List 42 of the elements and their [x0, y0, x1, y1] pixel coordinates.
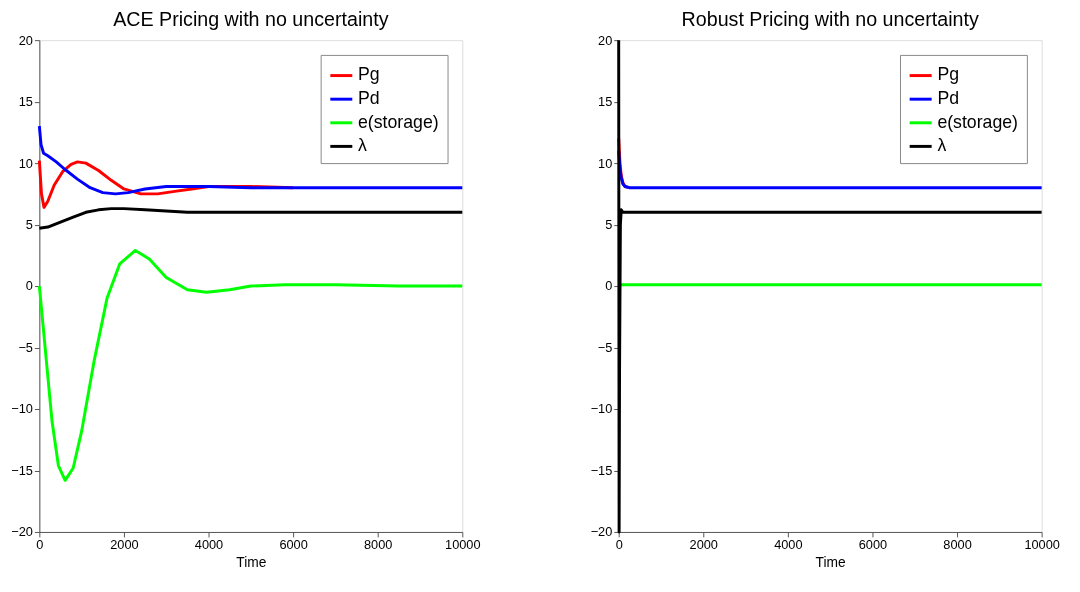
x-tick-label: 4000 [194, 537, 224, 553]
legend-label: λ [937, 135, 947, 156]
x-tick-label: 0 [36, 537, 44, 553]
chart-title: Robust Pricing with no uncertainty [681, 8, 979, 31]
y-tick-label: −20 [11, 524, 33, 540]
y-tick-label: 15 [18, 94, 33, 110]
y-tick-label: 10 [598, 155, 613, 171]
legend-label: e(storage) [937, 111, 1018, 132]
x-tick-label: 8000 [943, 537, 972, 553]
x-tick-label: 0 [615, 537, 623, 553]
x-tick-label: 2000 [689, 537, 718, 553]
y-tick-label: 5 [25, 217, 33, 233]
y-tick-label: −10 [590, 401, 613, 417]
y-tick-label: 0 [605, 278, 613, 294]
x-tick-label: 8000 [363, 537, 393, 553]
chart-title: ACE Pricing with no uncertainty [113, 8, 389, 31]
y-tick-label: 10 [18, 155, 33, 171]
x-axis-title: Time [236, 554, 267, 570]
legend-label: Pd [358, 88, 380, 109]
y-tick-label: −5 [18, 339, 33, 355]
y-tick-label: −10 [11, 401, 33, 417]
y-tick-label: 15 [598, 94, 613, 110]
y-tick-label: 20 [18, 32, 33, 48]
legend-label: Pd [937, 88, 960, 109]
x-tick-label: 6000 [279, 537, 308, 553]
y-tick-label: 5 [605, 217, 613, 233]
y-tick-label: −15 [11, 462, 33, 478]
legend-label: λ [358, 135, 368, 156]
y-tick-label: −20 [590, 524, 613, 540]
x-tick-label: 2000 [110, 537, 139, 553]
y-tick-label: 0 [25, 278, 33, 294]
y-tick-label: 20 [598, 32, 613, 48]
y-tick-label: −5 [597, 339, 613, 355]
legend-label: Pg [358, 64, 380, 85]
x-tick-label: 4000 [774, 537, 803, 553]
x-tick-label: 10000 [1024, 537, 1060, 553]
legend-label: e(storage) [358, 111, 439, 132]
x-tick-label: 6000 [858, 537, 888, 553]
y-tick-label: −15 [590, 462, 613, 478]
legend-label: Pg [937, 64, 960, 85]
x-axis-title: Time [815, 554, 847, 570]
x-tick-label: 10000 [445, 537, 481, 553]
